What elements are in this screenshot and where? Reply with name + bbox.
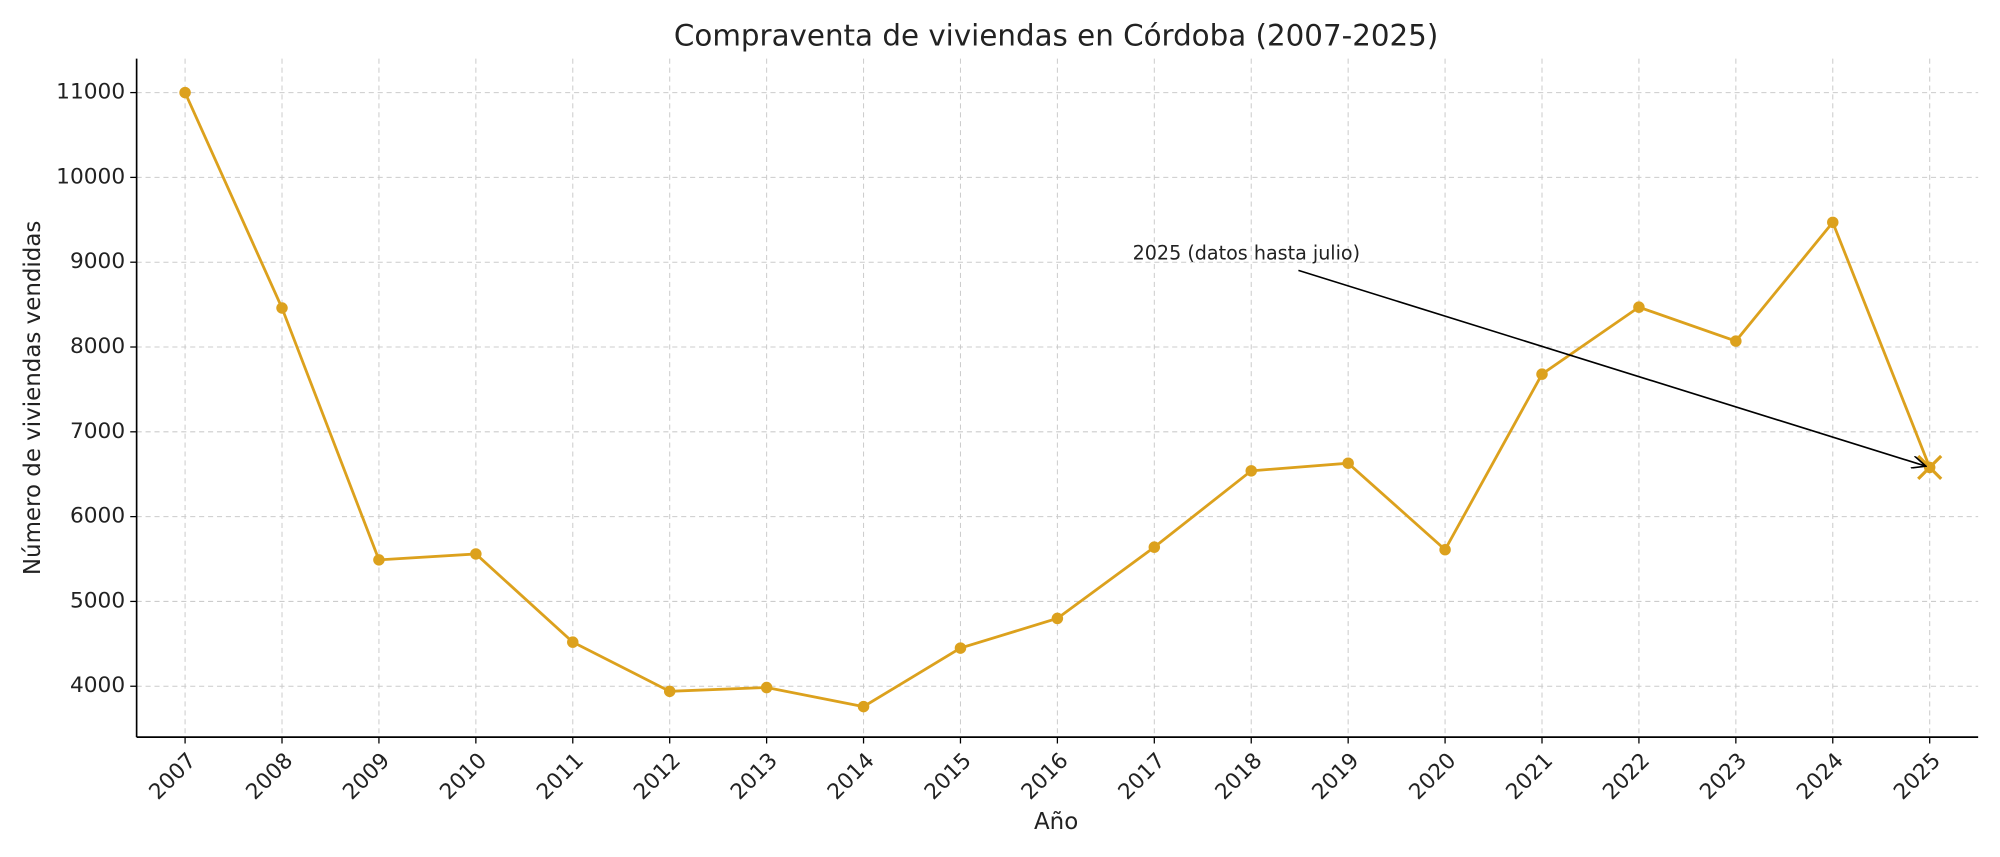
x-tick-label: 2014 [823, 748, 880, 805]
point [1148, 541, 1161, 553]
point [1439, 543, 1451, 556]
y-tick-label: 8000 [70, 334, 125, 359]
point [470, 548, 482, 560]
x-tick-label: 2018 [1211, 748, 1268, 805]
x-tick-label: 2009 [338, 748, 395, 805]
x-tick-label: 2010 [435, 748, 492, 805]
x-tick-label: 2025 [1889, 748, 1946, 805]
point [373, 554, 385, 566]
y-tick-label: 7000 [70, 419, 125, 444]
point [567, 636, 579, 648]
y-tick-label: 4000 [70, 673, 125, 698]
annotation: 2025 (datos hasta julio) [1133, 241, 1360, 264]
x-tick-label: 2024 [1792, 748, 1849, 805]
x-tick-label: 2012 [629, 748, 686, 805]
y-tick-label: 6000 [70, 504, 125, 529]
y-tick-label: 10000 [56, 164, 125, 189]
x-tick-label: 2021 [1501, 748, 1558, 805]
y-tick-label: 11000 [56, 80, 125, 105]
y-tick-label: 9000 [70, 249, 125, 274]
point [276, 302, 288, 314]
x-tick-label: 2017 [1114, 748, 1171, 805]
x-axis-label: Año [1034, 809, 1078, 835]
y-axis-label: Número de viviendas vendidas [20, 221, 46, 576]
point [1633, 301, 1645, 313]
chart-title: Compraventa de viviendas en Córdoba (200… [674, 18, 1438, 52]
x-tick-label: 2016 [1017, 748, 1074, 805]
x-tick-label: 2008 [241, 748, 298, 805]
point [1051, 612, 1064, 625]
point [1827, 216, 1839, 229]
x-tick-label: 2011 [532, 748, 589, 805]
point [1730, 335, 1742, 347]
y-tick-label: 5000 [70, 588, 125, 613]
x-tick-label: 2019 [1308, 748, 1365, 805]
x-tick-label: 2020 [1405, 748, 1462, 805]
point [179, 86, 191, 99]
x-tick-label: 2013 [726, 748, 783, 805]
point [1536, 368, 1548, 380]
point [663, 685, 676, 698]
highlight-marker [1917, 454, 1943, 481]
point [760, 681, 773, 694]
point [954, 642, 967, 654]
annotation-arrow [1298, 269, 1925, 466]
point [1342, 457, 1354, 469]
x-tick-label: 2007 [145, 748, 202, 805]
x-tick-label: 2023 [1695, 748, 1752, 805]
x-tick-label: 2022 [1598, 748, 1655, 805]
point [857, 700, 870, 713]
point [1245, 465, 1257, 477]
x-tick-label: 2015 [920, 748, 977, 805]
